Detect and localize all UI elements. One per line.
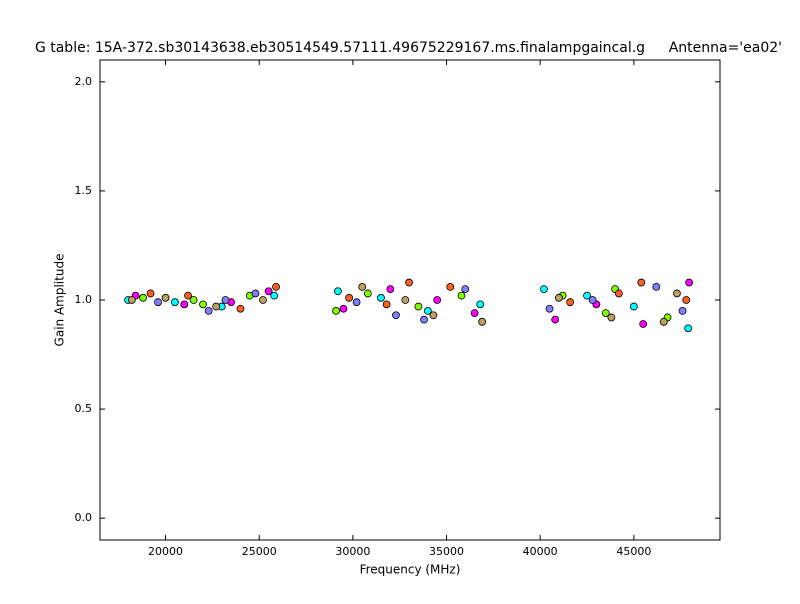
point [386,285,395,293]
x-tick-label: 35000 [429,545,464,558]
point [358,283,367,291]
point [684,324,693,333]
point [270,291,279,300]
point [478,317,487,326]
point [433,296,442,304]
point [659,317,668,326]
point [457,291,466,300]
point [272,283,280,291]
point [382,300,391,309]
point [264,287,273,296]
point [555,293,563,302]
point [199,300,207,309]
point [639,320,648,328]
point [446,283,455,291]
point [345,293,354,302]
point [139,293,147,302]
point [423,307,432,315]
point [405,278,413,287]
y-tick-label: 0.0 [75,511,93,524]
point [154,298,162,307]
y-axis-label: Gain Amplitude [53,254,67,347]
point [607,313,616,322]
point [414,302,423,311]
point [221,296,230,304]
point [601,309,610,317]
point [236,304,245,313]
point [161,293,170,302]
point [352,298,361,307]
point [333,287,342,296]
chart-title: G table: 15A-372.sb30143638.eb30514549.5… [35,40,645,56]
point [685,278,693,287]
antenna-label: Antenna='ea02' [669,40,782,56]
point [401,296,410,304]
y-tick-label: 0.5 [75,402,93,415]
y-tick-label: 1.5 [75,184,93,197]
point [212,302,221,311]
point [540,285,548,293]
point [551,315,560,324]
point [682,296,691,304]
point [588,296,597,304]
point [461,285,470,293]
point [363,289,372,298]
point [629,302,638,311]
point [637,278,646,287]
y-tick-label: 1.0 [75,293,93,306]
point [180,300,189,309]
point [420,315,428,324]
point [259,296,267,304]
point [184,291,192,300]
x-axis-label: Frequency (MHz) [360,563,461,577]
point [678,307,687,315]
y-tick-label: 2.0 [75,75,93,88]
point [251,289,260,298]
point [566,298,575,307]
point [189,296,198,304]
point [614,289,623,298]
point [146,289,155,298]
point [429,311,438,320]
x-tick-label: 40000 [523,545,558,558]
point [583,291,591,300]
x-tick-label: 20000 [148,545,183,558]
point [332,307,340,315]
point [339,304,348,313]
point [392,311,400,320]
plot-frame [99,59,721,541]
x-tick-label: 25000 [242,545,277,558]
x-tick-label: 45000 [616,545,651,558]
point [652,283,661,291]
point [377,293,385,302]
point [476,300,485,309]
point [673,289,681,298]
point [171,298,179,307]
point [127,296,136,304]
point [545,304,554,313]
point [470,309,479,317]
point [204,307,213,315]
x-tick-label: 30000 [335,545,370,558]
